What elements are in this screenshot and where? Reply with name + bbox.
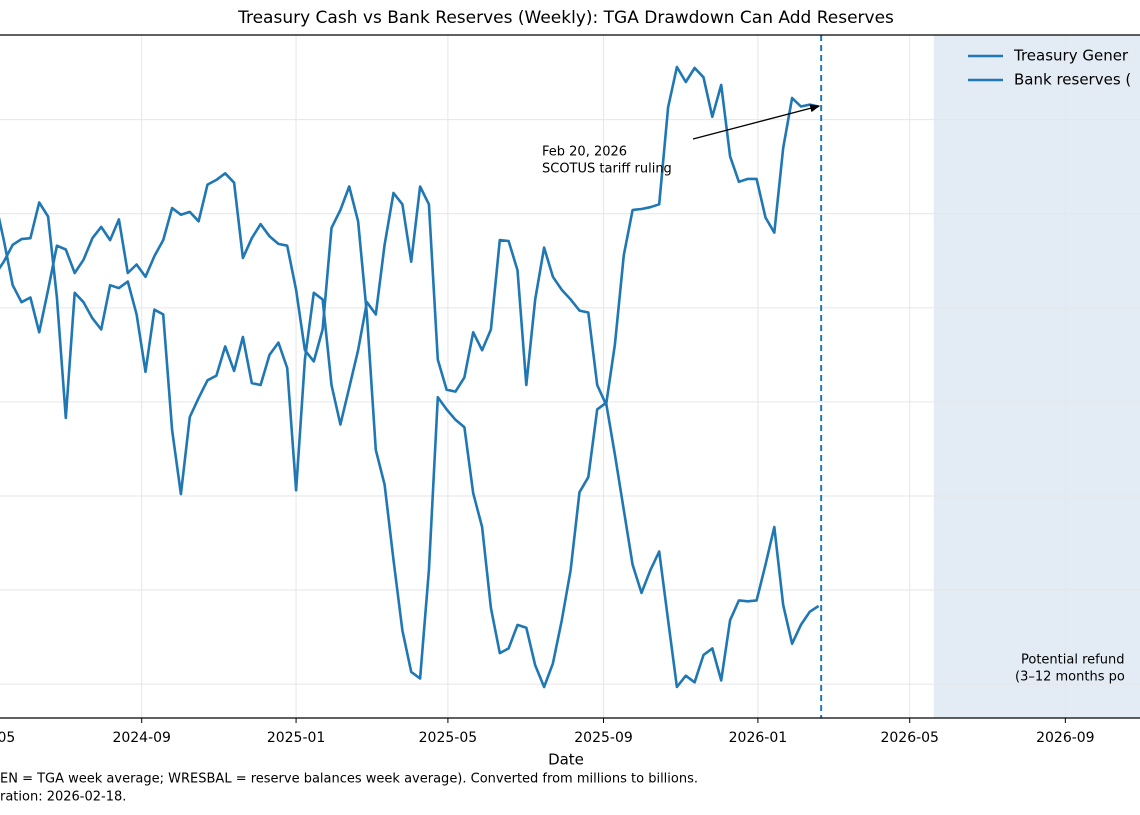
x-tick-label: 2026-09: [1036, 730, 1095, 746]
series-line: [0, 65, 819, 496]
footnote: ration: 2026-02-18.: [0, 790, 126, 805]
x-tick-label: 2024-09: [112, 730, 171, 746]
series-line: [0, 172, 820, 689]
x-tick-label: 2026-05: [880, 730, 939, 746]
x-tick-label: 2025-09: [574, 730, 633, 746]
x-tick-label: 2026-01: [729, 730, 788, 746]
x-tick-label: 2025-05: [419, 730, 478, 746]
shade-label: Potential refund: [1021, 653, 1124, 668]
footnote: EN = TGA week average; WRESBAL = reserve…: [0, 772, 698, 787]
shaded-window: [933, 35, 1140, 718]
annotation-arrow: [692, 104, 821, 140]
annotation-text: SCOTUS tariff ruling: [542, 162, 672, 177]
x-tick-label: 2025-01: [267, 730, 326, 746]
legend-label: Bank reserves (: [1014, 71, 1131, 89]
x-tick-label: 2024-05: [0, 730, 15, 746]
chart-title: Treasury Cash vs Bank Reserves (Weekly):…: [237, 8, 894, 28]
x-axis-label: Date: [548, 751, 584, 769]
legend-label: Treasury Gener: [1013, 47, 1129, 65]
annotation-text: Feb 20, 2026: [542, 145, 627, 160]
shade-label: (3–12 months po: [1015, 670, 1125, 685]
